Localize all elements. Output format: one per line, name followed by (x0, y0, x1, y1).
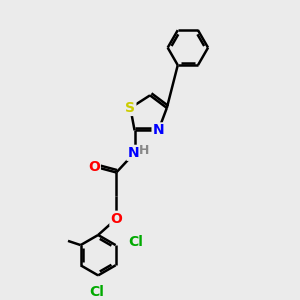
Text: N: N (128, 146, 139, 160)
Text: N: N (153, 123, 164, 137)
Text: Cl: Cl (128, 235, 143, 249)
Text: H: H (139, 144, 150, 157)
Text: O: O (110, 212, 122, 226)
Text: Cl: Cl (89, 285, 104, 299)
Text: S: S (125, 101, 135, 115)
Text: O: O (88, 160, 100, 174)
